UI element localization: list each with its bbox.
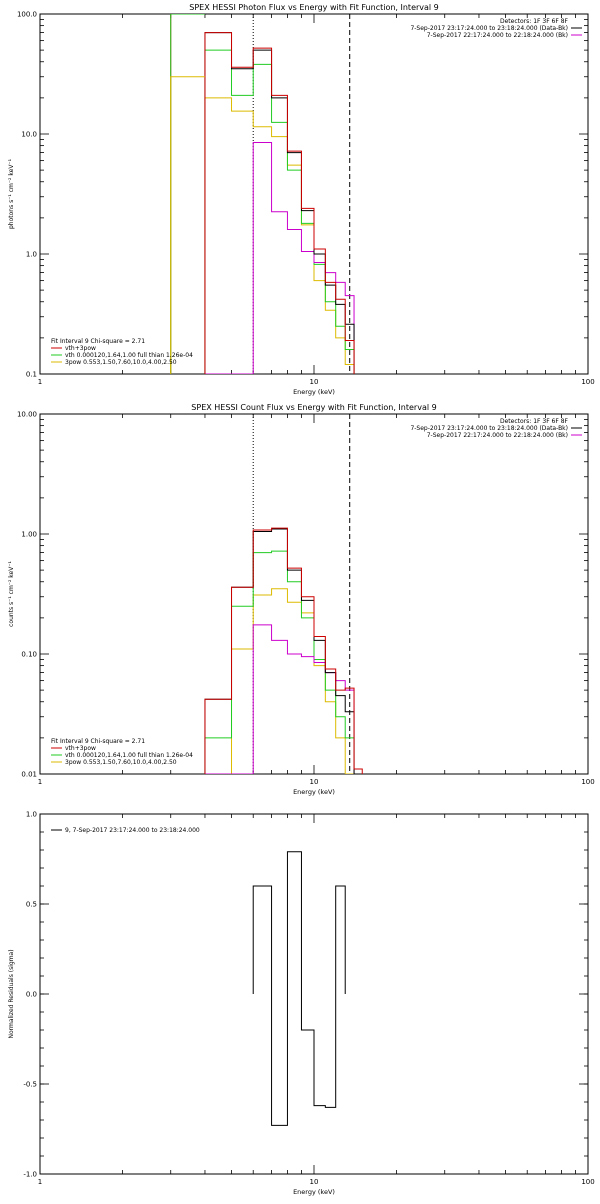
data-layer <box>252 851 346 1126</box>
y-tick-label: -0.5 <box>23 1081 37 1089</box>
y-axis: 0.1 1.0 10.0 100.0 photons s⁻¹ cm⁻² keV⁻¹ <box>8 11 588 379</box>
y-tick-label: 0.5 <box>26 901 37 909</box>
legend-title: Fit Interval 9 Chi-square = 2.71 <box>51 338 145 345</box>
x-tick-label: 100 <box>581 1178 594 1186</box>
x-tick-label: 10 <box>310 378 319 386</box>
legend-label: vth+3pow <box>65 345 96 352</box>
y-axis-label: counts s⁻¹ cm⁻² keV⁻¹ <box>8 561 15 627</box>
y-axis: -1.0 -0.5 0.0 0.5 1.0 Normalized Residuals (s… <box>8 811 588 1179</box>
y-axis: 0.01 0.10 1.00 10.00 counts s⁻¹ cm⁻² keV⁻¹ <box>8 411 588 779</box>
plot-frame <box>39 413 589 775</box>
series-observed-line <box>204 528 363 774</box>
chart-panel-1: SPEX HESSI Photon Flux vs Energy with Fi… <box>8 3 595 396</box>
legend-label: 9, 7-Sep-2017 23:17:24.000 to 23:18:24.0… <box>65 827 200 834</box>
chart-title: SPEX HESSI Photon Flux vs Energy with Fi… <box>189 3 439 12</box>
y-tick-label: 1.0 <box>26 811 37 819</box>
series-bk-line <box>204 624 363 774</box>
legend-title: Fit Interval 9 Chi-square = 2.71 <box>51 738 145 745</box>
series-observed-line <box>204 32 355 374</box>
series-residual-line <box>252 851 346 1126</box>
y-tick-label: 0.01 <box>21 771 37 779</box>
chart-panel-3: 1 10 100 Energy (keV) -1.0 -0.5 0.0 0.5 1.0 Norma… <box>8 811 595 1197</box>
info-line: 7-Sep-2017 23:17:24.000 to 23:18:24.000 … <box>410 425 568 432</box>
y-tick-label: 0.10 <box>21 651 37 659</box>
x-axis: 1 10 100 Energy (keV) <box>38 14 595 396</box>
series-pow-segment <box>170 76 205 374</box>
legend-label: vth 0.000120,1.64,1.00 full thian 1.26e-… <box>65 352 193 359</box>
y-tick-label: 10.0 <box>21 131 37 139</box>
series-vth-segment <box>170 14 205 374</box>
plot-frame <box>39 13 589 375</box>
x-tick-label: 1 <box>38 778 42 786</box>
x-axis-label: Energy (keV) <box>293 388 335 396</box>
y-tick-label: 1.0 <box>26 251 37 259</box>
chart-title: SPEX HESSI Count Flux vs Energy with Fit… <box>191 403 436 412</box>
x-tick-label: 1 <box>38 378 42 386</box>
info-line: Detectors: 1F 3F 6F 8F <box>500 18 569 25</box>
x-axis: 1 10 100 Energy (keV) <box>38 814 595 1196</box>
x-tick-label: 100 <box>581 778 594 786</box>
legend-label: vth 0.000120,1.64,1.00 full thian 1.26e-… <box>65 752 193 759</box>
legend-label: vth+3pow <box>65 745 96 752</box>
plot-frame <box>39 813 589 1175</box>
series-bk-line <box>204 141 355 374</box>
y-axis-label: photons s⁻¹ cm⁻² keV⁻¹ <box>8 158 15 229</box>
data-layer <box>204 414 363 774</box>
series-total-line <box>204 32 355 374</box>
y-axis-label: Normalized Residuals (sigma) <box>8 949 15 1038</box>
x-tick-label: 1 <box>38 1178 42 1186</box>
y-tick-label: 10.00 <box>17 411 37 419</box>
info-line: 7-Sep-2017 22:17:24.000 to 22:18:24.000 … <box>427 32 568 39</box>
y-tick-label: 1.00 <box>21 531 37 539</box>
legend-label: 3pow 0.553,1.50,7.60,10.0,4.00,2.50 <box>65 359 177 366</box>
info-line: 7-Sep-2017 23:17:24.000 to 23:18:24.000 … <box>410 25 568 32</box>
chart-panel-2: SPEX HESSI Count Flux vs Energy with Fit… <box>8 403 595 796</box>
legend-label: 3pow 0.553,1.50,7.60,10.0,4.00,2.50 <box>65 759 177 766</box>
series-vth-line <box>204 49 355 374</box>
y-tick-label: 0.0 <box>26 991 37 999</box>
series-total-segment <box>170 14 205 374</box>
x-axis-label: Energy (keV) <box>293 788 335 796</box>
info-line: Detectors: 1F 3F 6F 8F <box>500 418 569 425</box>
data-layer <box>170 14 355 374</box>
x-tick-label: 10 <box>310 778 319 786</box>
info-line: 7-Sep-2017 22:17:24.000 to 22:18:24.000 … <box>427 432 568 439</box>
x-axis-label: Energy (keV) <box>293 1188 335 1196</box>
x-tick-label: 100 <box>581 378 594 386</box>
series-vth-line <box>204 550 363 774</box>
series-pow-line <box>204 588 363 774</box>
y-tick-label: 100.0 <box>17 11 37 19</box>
y-tick-label: -1.0 <box>23 1171 37 1179</box>
series-pow-line <box>204 97 355 374</box>
x-tick-label: 10 <box>310 1178 319 1186</box>
y-tick-label: 0.1 <box>26 371 37 379</box>
series-total-line <box>204 527 363 774</box>
